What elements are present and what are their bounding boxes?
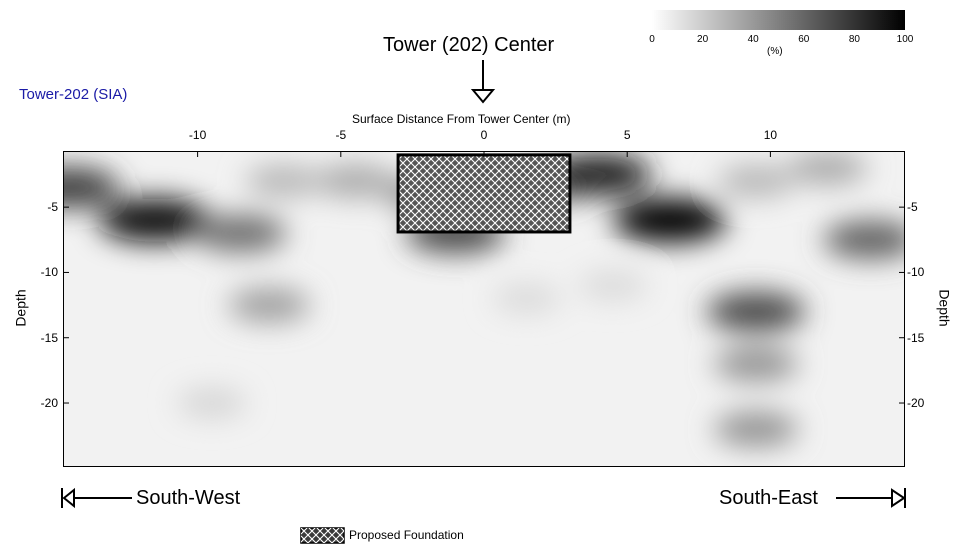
south-west-label: South-West: [136, 487, 241, 509]
colorbar-unit: (%): [767, 46, 783, 57]
anomaly-blob: [545, 153, 652, 196]
south-east-label: South-East: [719, 487, 818, 509]
chart-subtitle: Tower-202 (SIA): [19, 86, 128, 103]
x-tick-label: 10: [763, 128, 778, 142]
y-tick-label-left: -15: [40, 330, 58, 345]
colorbar-tick: 40: [747, 34, 759, 45]
anomaly-blob: [228, 288, 310, 322]
anomaly-blob: [578, 270, 648, 301]
y-tick-label-right: -20: [907, 396, 925, 411]
anomaly-blob: [245, 165, 322, 198]
colorbar-tick: 100: [896, 34, 914, 45]
y-tick-label-right: -10: [907, 265, 925, 280]
x-tick-label: -5: [335, 128, 347, 142]
y-axis-title-right: Depth: [936, 289, 953, 327]
anomaly-blob: [492, 283, 562, 314]
y-axis-title-left: Depth: [12, 289, 29, 327]
chart-title: Tower (202) Center: [383, 34, 555, 56]
colorbar-tick: 80: [848, 34, 860, 45]
colorbar-tick: 20: [697, 34, 709, 45]
foundation-hatch: [398, 154, 570, 232]
anomaly-blob: [176, 388, 247, 418]
tower-center-arrow: [470, 60, 496, 104]
y-tick-label-right: -5: [907, 200, 918, 215]
anomaly-blob: [714, 411, 799, 447]
y-tick-label-left: -20: [40, 396, 58, 411]
anomaly-blob: [613, 198, 727, 243]
colorbar: [652, 10, 905, 30]
y-tick-label-left: -10: [40, 265, 58, 280]
anomaly-blob: [717, 165, 795, 198]
anomaly-blob: [714, 346, 799, 382]
anomaly-blob: [194, 214, 287, 252]
legend-label: Proposed Foundation: [349, 528, 464, 542]
colorbar-tick: 60: [798, 34, 810, 45]
anomaly-blob: [706, 292, 806, 332]
heatmap-plot: [63, 151, 905, 467]
south-west-arrow: [61, 487, 132, 509]
x-tick-label: 5: [623, 128, 631, 142]
x-tick-label: 0: [480, 128, 488, 142]
x-axis-title: Surface Distance From Tower Center (m): [352, 112, 571, 126]
south-east-arrow: [836, 488, 906, 508]
legend-swatch: [300, 527, 345, 544]
anomaly-blob: [63, 167, 120, 208]
y-tick-label-right: -15: [907, 330, 925, 345]
x-tick-label: -10: [188, 128, 207, 142]
anomaly-blob: [788, 151, 868, 185]
anomaly-blob: [823, 220, 905, 259]
y-tick-label-left: -5: [47, 200, 58, 215]
anomaly-blob: [315, 164, 395, 198]
colorbar-tick: 0: [649, 34, 655, 45]
anomaly-blob: [98, 198, 211, 242]
